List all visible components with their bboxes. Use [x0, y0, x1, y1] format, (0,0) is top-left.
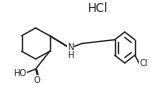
Text: O: O — [33, 76, 40, 85]
Text: Cl: Cl — [140, 59, 148, 68]
Text: H: H — [67, 51, 74, 60]
Text: HO: HO — [13, 69, 26, 78]
Text: HCl: HCl — [87, 2, 108, 16]
Text: N: N — [67, 43, 74, 52]
